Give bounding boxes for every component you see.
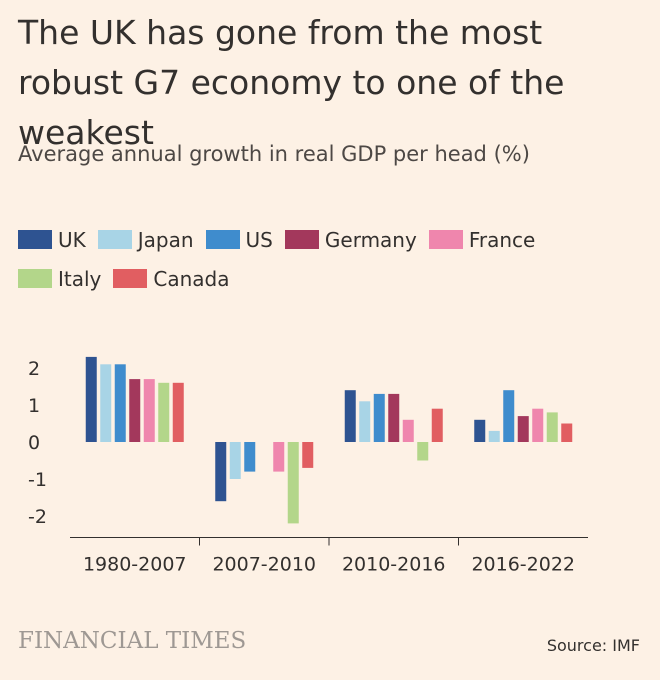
bar-japan-2010-2016 [359,401,371,442]
legend-swatch [18,269,52,288]
y-tick-label: -1 [28,469,47,491]
bar-germany-1980-2007 [129,379,141,442]
bar-italy-2007-2010 [287,442,299,524]
legend-item-canada: Canada [113,265,230,292]
legend-label: Italy [58,266,102,291]
bar-uk-2007-2010 [215,442,227,502]
legend-swatch [205,230,240,249]
source-note: Source: IMF [546,636,640,655]
y-tick-label: -2 [28,506,47,528]
bar-uk-1980-2007 [85,356,97,442]
legend-swatch [18,230,52,249]
legend-label: Canada [153,266,230,291]
bar-italy-1980-2007 [158,382,170,442]
bar-us-2016-2022 [503,390,515,442]
chart-title: The UK has gone from the most robust G7 … [18,13,565,152]
chart-legend: UK Japan US Germany France Italy Canada [18,226,638,292]
bar-italy-2010-2016 [417,442,429,461]
bar-france-2007-2010 [273,442,285,472]
legend-item-us: US [205,226,273,253]
bar-japan-2007-2010 [229,442,241,479]
x-tick-label: 1980-2007 [83,554,187,576]
chart-subtitle: Average annual growth in real GDP per he… [18,142,530,166]
legend-swatch [284,230,319,249]
x-tick-label: 2016-2022 [471,554,575,576]
legend-label: Japan [137,227,194,252]
bar-france-2016-2022 [532,408,544,442]
bar-germany-2010-2016 [388,393,400,442]
bar-canada-2010-2016 [431,408,443,442]
legend-item-japan: Japan [97,226,194,253]
bar-italy-2016-2022 [546,412,558,442]
legend-item-france: France [428,226,536,253]
legend-item-italy: Italy [18,265,101,292]
bar-chart: 2 1 0 -1 -2 1980-2007 2007-2010 2010-2016 2016-2… [28,356,588,576]
x-tick-label: 2010-2016 [342,554,446,576]
legend-swatch [97,230,132,249]
legend-label: US [245,227,273,252]
legend-swatch [113,269,148,288]
bar-france-1980-2007 [143,379,155,442]
y-tick-label: 1 [28,395,40,417]
bar-us-2010-2016 [373,393,385,442]
bar-us-2007-2010 [244,442,256,472]
bar-japan-2016-2022 [488,430,500,442]
legend-label: UK [58,227,86,252]
bar-canada-2016-2022 [561,423,573,442]
y-tick-label: 0 [28,432,40,454]
bar-us-1980-2007 [114,364,126,442]
bar-canada-2007-2010 [302,442,314,468]
bar-canada-1980-2007 [172,382,184,442]
bar-uk-2016-2022 [474,419,486,442]
bar-japan-1980-2007 [100,364,112,442]
legend-item-germany: Germany [284,226,417,253]
legend-swatch [428,230,463,249]
legend-item-uk: UK [18,226,86,253]
bar-germany-2016-2022 [517,416,529,442]
legend-label: France [468,227,536,252]
legend-label: Germany [324,227,417,252]
brand-logo: FINANCIAL TIMES [18,628,247,654]
y-tick-label: 2 [28,358,40,380]
bar-france-2010-2016 [402,419,414,442]
x-tick-label: 2007-2010 [212,554,316,576]
bar-uk-2010-2016 [344,390,356,442]
